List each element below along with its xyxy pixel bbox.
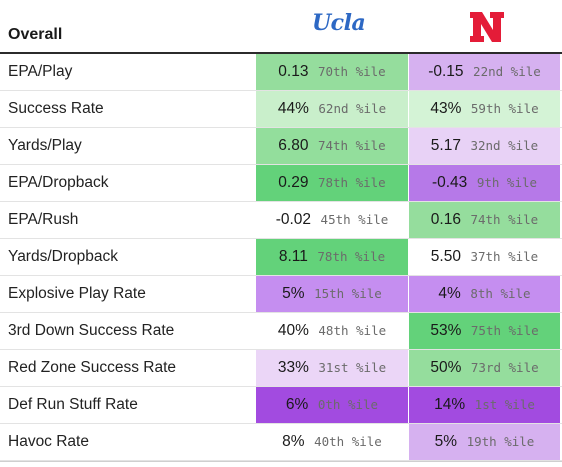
percentile-text: 8th %ile [462, 286, 531, 301]
percentile-text: 19th %ile [459, 434, 535, 449]
percentile-text: 22nd %ile [465, 64, 541, 79]
ucla-stat-cell: 6% 0th %ile [256, 387, 408, 423]
table-row: Def Run Stuff Rate 6% 0th %ile 14% 1st %il… [0, 387, 562, 424]
stat-label: Havoc Rate [8, 433, 89, 450]
stat-value: -0.15 [428, 63, 464, 80]
percentile-text: 0th %ile [310, 397, 379, 412]
stat-value: 33% [277, 359, 309, 376]
percentile-text: 70th %ile [310, 64, 386, 79]
table-bottom-border [0, 461, 562, 462]
table-row: Yards/Dropback 8.11 78th %ile 5.50 37th %i… [0, 239, 562, 276]
table-row: Yards/Play 6.80 74th %ile 5.17 32nd %ile [0, 128, 562, 165]
stat-value: 6% [285, 396, 309, 413]
percentile-text: 40th %ile [306, 434, 382, 449]
percentile-text: 15th %ile [306, 286, 382, 301]
table-header: Overall Ucla [0, 0, 562, 52]
table-row: Havoc Rate 8% 40th %ile 5% 19th %ile [0, 424, 562, 461]
ucla-stat-cell: 6.80 74th %ile [256, 128, 408, 164]
stat-value: 5% [282, 285, 305, 302]
ucla-stat-cell: 44% 62nd %ile [256, 91, 408, 127]
stat-label: Success Rate [8, 100, 104, 117]
stat-value: 5.50 [430, 248, 461, 265]
stat-value: 50% [430, 359, 462, 376]
table-row: Explosive Play Rate 5% 15th %ile 4% 8th %i… [0, 276, 562, 313]
percentile-text: 74th %ile [462, 212, 539, 227]
ucla-stat-cell: 0.13 70th %ile [256, 54, 408, 90]
ucla-stat-cell: 5% 15th %ile [256, 276, 408, 312]
stat-value: 0.29 [278, 174, 309, 191]
nebraska-stat-cell: 5.17 32nd %ile [409, 128, 560, 164]
ucla-stat-cell: 33% 31st %ile [256, 350, 408, 386]
percentile-text: 78th %ile [310, 175, 386, 190]
stat-label: Explosive Play Rate [8, 285, 146, 302]
stat-value: 8.11 [278, 248, 308, 265]
stat-label: Def Run Stuff Rate [8, 396, 138, 413]
table-row: EPA/Rush -0.02 45th %ile 0.16 74th %ile [0, 202, 562, 239]
table-row: EPA/Dropback 0.29 78th %ile -0.43 9th %ile [0, 165, 562, 202]
stat-value: 5.17 [430, 137, 461, 154]
nebraska-stat-cell: 14% 1st %ile [409, 387, 560, 423]
header-divider [0, 52, 562, 54]
percentile-text: 31st %ile [310, 360, 387, 375]
table-title: Overall [8, 26, 63, 43]
nebraska-stat-cell: -0.43 9th %ile [409, 165, 560, 201]
stat-label: EPA/Play [8, 63, 73, 80]
percentile-text: 78th %ile [309, 249, 386, 264]
percentile-text: 62nd %ile [310, 101, 387, 116]
nebraska-stat-cell: 5.50 37th %ile [409, 239, 560, 275]
stat-label: Yards/Play [8, 137, 82, 154]
percentile-text: 73rd %ile [463, 360, 539, 375]
ucla-stat-cell: 40% 48th %ile [256, 313, 408, 349]
stat-value: 5% [434, 433, 458, 450]
percentile-text: 37th %ile [462, 249, 539, 264]
nebraska-logo [470, 12, 504, 42]
nebraska-stat-cell: 50% 73rd %ile [409, 350, 560, 386]
nebraska-stat-cell: 43% 59th %ile [409, 91, 560, 127]
stat-value: 8% [282, 433, 305, 450]
table-row: 3rd Down Success Rate 40% 48th %ile 53% 75… [0, 313, 562, 350]
percentile-text: 74th %ile [310, 138, 386, 153]
stat-value: 0.16 [430, 211, 461, 228]
percentile-text: 32nd %ile [462, 138, 539, 153]
stat-value: 6.80 [278, 137, 309, 154]
table-row: Success Rate 44% 62nd %ile 43% 59th %ile [0, 91, 562, 128]
ucla-stat-cell: 8% 40th %ile [256, 424, 408, 460]
nebraska-stat-cell: -0.15 22nd %ile [409, 54, 560, 90]
stat-value: 14% [434, 396, 466, 413]
stat-label: EPA/Rush [8, 211, 79, 228]
ucla-stat-cell: -0.02 45th %ile [256, 202, 408, 238]
stat-label: 3rd Down Success Rate [8, 322, 175, 339]
stat-value: 40% [277, 322, 309, 339]
table-row: Red Zone Success Rate 33% 31st %ile 50% 73… [0, 350, 562, 387]
percentile-text: 48th %ile [310, 323, 387, 338]
stat-label: Red Zone Success Rate [8, 359, 177, 376]
table-row: EPA/Play 0.13 70th %ile -0.15 22nd %ile [0, 54, 562, 91]
stat-value: -0.43 [431, 174, 468, 191]
nebraska-stat-cell: 53% 75th %ile [409, 313, 560, 349]
stat-value: 44% [277, 100, 309, 117]
ucla-stat-cell: 8.11 78th %ile [256, 239, 408, 275]
nebraska-stat-cell: 0.16 74th %ile [409, 202, 560, 238]
percentile-text: 45th %ile [313, 212, 389, 227]
percentile-text: 1st %ile [467, 397, 535, 412]
stat-label: Yards/Dropback [8, 248, 118, 265]
stat-label: EPA/Dropback [8, 174, 109, 191]
stat-value: 43% [430, 100, 462, 117]
ucla-logo: Ucla [312, 10, 366, 36]
stat-value: -0.02 [275, 211, 312, 228]
percentile-text: 75th %ile [463, 323, 539, 338]
stat-value: 0.13 [278, 63, 309, 80]
ucla-stat-cell: 0.29 78th %ile [256, 165, 408, 201]
stat-value: 4% [438, 285, 461, 302]
percentile-text: 59th %ile [463, 101, 539, 116]
nebraska-stat-cell: 5% 19th %ile [409, 424, 560, 460]
stat-value: 53% [430, 322, 462, 339]
nebraska-stat-cell: 4% 8th %ile [409, 276, 560, 312]
percentile-text: 9th %ile [469, 175, 538, 190]
